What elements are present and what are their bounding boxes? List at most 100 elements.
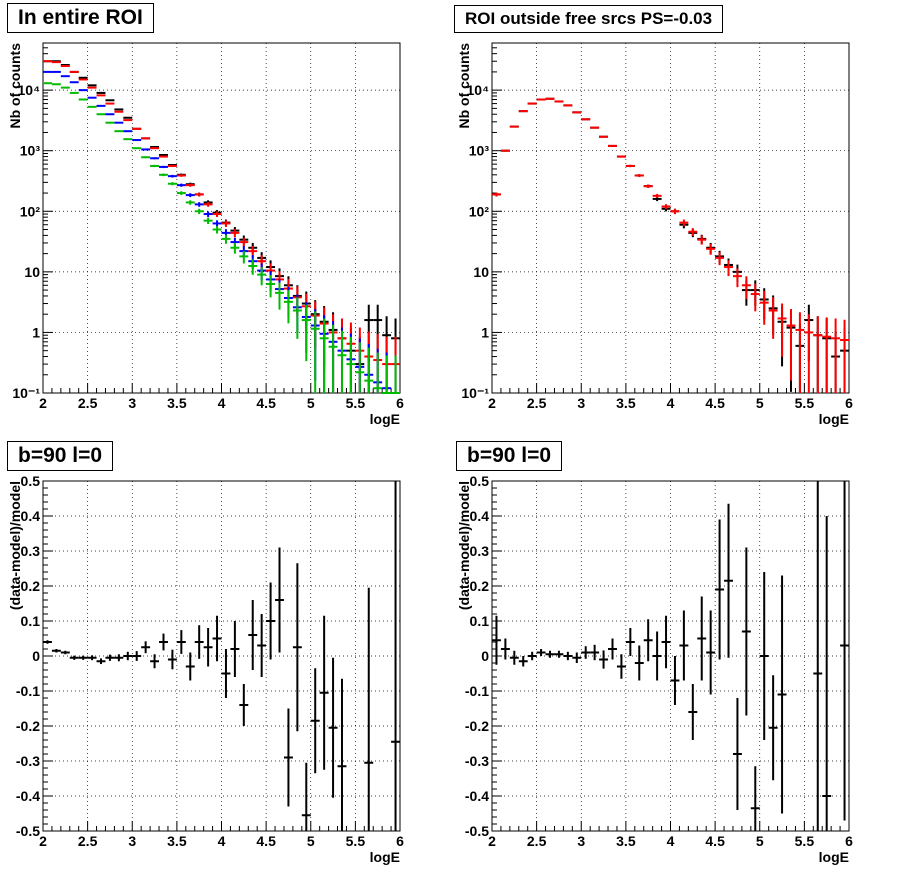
data-point [185, 183, 195, 187]
data-point [554, 100, 564, 103]
x-tick-label: 5.5 [795, 833, 815, 849]
data-point [697, 596, 707, 681]
x-tick-label: 3 [577, 395, 585, 411]
data-point [337, 330, 347, 393]
data-series [492, 97, 849, 393]
data-point [500, 638, 510, 660]
x-tick-label: 5.5 [346, 833, 366, 849]
chart-title: b=90 l=0 [7, 441, 114, 471]
y-axis-label: Nb of counts [7, 43, 23, 129]
data-point [492, 192, 501, 197]
data-point [96, 91, 106, 94]
data-point [581, 118, 591, 121]
data-point [159, 165, 168, 169]
data-point [123, 119, 133, 122]
data-point [616, 654, 626, 679]
x-tick-label: 4 [667, 395, 675, 411]
y-tick-label: -0.3 [16, 753, 40, 769]
y-tick-label: -0.1 [465, 683, 489, 699]
data-point [652, 631, 662, 681]
data-point [831, 318, 841, 393]
data-point [159, 173, 168, 177]
y-tick-label: -0.4 [16, 788, 40, 804]
x-tick-label: 3.5 [616, 395, 636, 411]
x-tick-label: 2 [488, 833, 496, 849]
data-point [194, 202, 204, 207]
data-point [239, 684, 249, 726]
data-point [492, 615, 501, 665]
data-point [43, 640, 52, 644]
y-tick-label: 0.1 [470, 613, 490, 629]
data-point [78, 89, 88, 92]
data-point [87, 655, 97, 661]
y-tick-label: 10 [473, 264, 489, 280]
data-point [590, 644, 600, 661]
data-point [167, 649, 177, 670]
axis-ticks [491, 42, 850, 394]
x-axis-label: logE [819, 411, 849, 427]
data-point [194, 625, 204, 659]
series [43, 481, 400, 831]
x-tick-label: 5 [756, 395, 764, 411]
axis-ticks [42, 42, 401, 394]
data-point [545, 97, 555, 100]
data-point [732, 698, 742, 810]
data-point [194, 192, 204, 197]
y-tick-label: 10² [20, 203, 41, 219]
data-point [150, 654, 160, 669]
panel-residual-left: 2 2.5 3 3.5 4 4.5 5 5.5 6 -0.5 -0.4 -0.3 -0.2 -0.1 0 0.… [0, 438, 449, 875]
x-axis-label: logE [370, 411, 400, 427]
data-point [373, 352, 383, 393]
data-point [239, 237, 249, 248]
y-tick-label: 0.4 [470, 508, 490, 524]
x-tick-label: 3.5 [167, 395, 187, 411]
y-tick-label: -0.4 [465, 788, 489, 804]
data-series [43, 481, 400, 831]
data-point [670, 208, 680, 215]
y-tick-label: 1 [32, 324, 40, 340]
data-point [715, 252, 725, 266]
y-tick-label: 0.4 [21, 508, 41, 524]
data-point [768, 675, 778, 781]
data-point [230, 229, 240, 238]
series [43, 82, 400, 394]
data-point [500, 149, 510, 152]
data-point [266, 275, 276, 298]
data-point [301, 762, 311, 831]
data-point [661, 615, 671, 669]
data-point [759, 290, 769, 325]
data-point [777, 575, 787, 814]
data-point [518, 656, 528, 667]
data-point [203, 202, 213, 207]
y-tick-label: -0.1 [16, 683, 40, 699]
data-point [150, 157, 160, 160]
y-tick-label: 10⁴ [18, 82, 41, 98]
y-tick-label: 10³ [20, 143, 41, 159]
data-point [634, 174, 644, 177]
chart-counts-entire-roi: 2 2.5 3 3.5 4 4.5 5 5.5 6 10⁻¹ 1 10 10² 10³ 10⁴ logE Nb … [7, 42, 404, 427]
x-axis-label: logE [370, 849, 400, 865]
data-point [194, 208, 204, 215]
data-point [328, 324, 338, 393]
data-point [795, 312, 805, 393]
x-tick-label: 5 [307, 395, 315, 411]
chart-title: ROI outside free srcs PS=-0.03 [454, 5, 724, 33]
data-point [643, 184, 653, 188]
y-axis-label: (data-model)/model [7, 481, 23, 610]
data-point [777, 303, 787, 357]
data-point [643, 619, 653, 662]
data-point [741, 547, 751, 716]
data-point [51, 649, 61, 653]
data-point [221, 649, 231, 698]
data-point [554, 650, 564, 658]
y-tick-label: 10 [24, 264, 40, 280]
data-point [292, 297, 302, 339]
series [492, 97, 849, 393]
data-point [759, 572, 769, 740]
data-point [625, 164, 635, 168]
data-point [382, 355, 392, 394]
data-point [105, 121, 115, 124]
x-tick-label: 2.5 [527, 395, 547, 411]
data-point [608, 638, 617, 660]
y-tick-label: -0.5 [16, 823, 40, 839]
